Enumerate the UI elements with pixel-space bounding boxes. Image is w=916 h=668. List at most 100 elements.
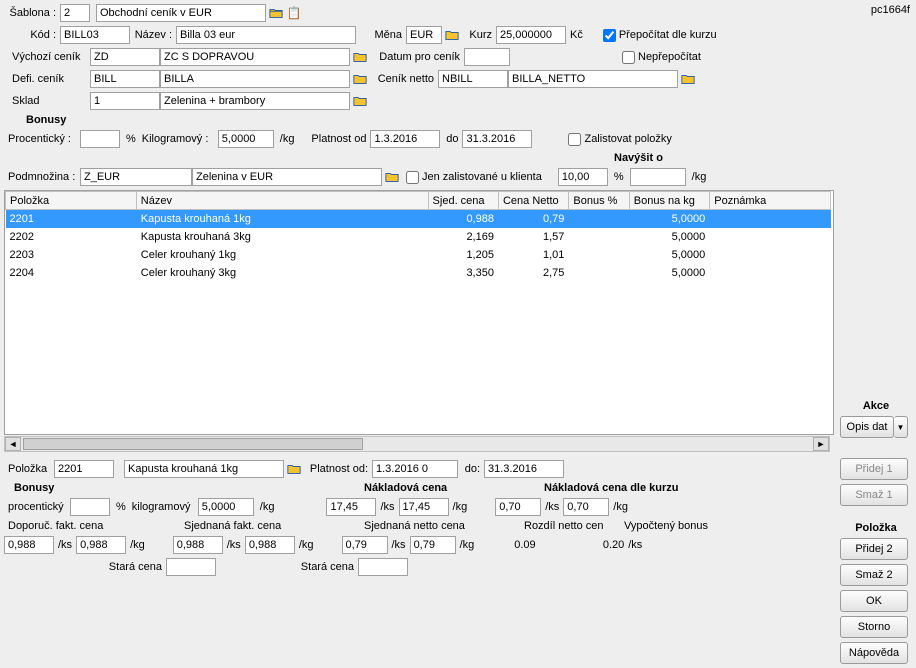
nakl-kg-input[interactable] [399, 498, 449, 516]
mena-label: Měna [356, 29, 406, 41]
vypoc-unit: /ks [624, 539, 646, 551]
column-header[interactable]: Sjed. cena [428, 192, 498, 210]
detail-polozka-input[interactable] [54, 460, 114, 478]
platnost-do-input[interactable] [462, 130, 532, 148]
defi-name-input[interactable] [160, 70, 350, 88]
navysit-kg-input[interactable] [630, 168, 686, 186]
nakl-ks-input[interactable] [326, 498, 376, 516]
column-header[interactable]: Bonus % [569, 192, 629, 210]
column-header[interactable]: Poznámka [710, 192, 831, 210]
detail-platdo-label: do: [458, 463, 484, 475]
folder-icon[interactable] [286, 461, 302, 477]
sablona-label: Šablona : [4, 7, 60, 19]
napoveda-button[interactable]: Nápověda [840, 642, 908, 664]
netto-name-input[interactable] [508, 70, 678, 88]
folder-icon[interactable] [352, 49, 368, 65]
platnost-od-input[interactable] [370, 130, 440, 148]
opis-dat-dropdown[interactable]: ▼ [894, 416, 908, 438]
stara2-input[interactable] [358, 558, 408, 576]
nakl-kurz-ks-input[interactable] [495, 498, 541, 516]
column-header[interactable]: Bonus na kg [629, 192, 709, 210]
detail-polozka-name-input[interactable] [124, 460, 284, 478]
stara-input[interactable] [166, 558, 216, 576]
column-header[interactable]: Položka [6, 192, 137, 210]
akce-title: Akce [840, 400, 912, 412]
horizontal-scrollbar[interactable]: ◄ ► [4, 436, 830, 452]
datum-input[interactable] [464, 48, 510, 66]
kg-input[interactable] [218, 130, 274, 148]
detail-platod-label: Platnost od: [302, 463, 372, 475]
platnost-od-label: Platnost od [300, 133, 370, 145]
smaz2-button[interactable]: Smaž 2 [840, 564, 908, 586]
detail-platod-input[interactable] [372, 460, 458, 478]
navysit-kg-unit: /kg [686, 171, 713, 183]
detail-bonusy-title: Bonusy [4, 482, 184, 494]
pridej2-button[interactable]: Přidej 2 [840, 538, 908, 560]
nakl-kg-unit: /kg [449, 501, 472, 513]
sablona-code-input[interactable] [60, 4, 90, 22]
detail-proc-input[interactable] [70, 498, 110, 516]
sjed-kg-input[interactable] [245, 536, 295, 554]
navysit-pct-input[interactable] [558, 168, 608, 186]
netto-ks-unit: /ks [388, 539, 410, 551]
prepocitat-checkbox[interactable] [603, 29, 616, 42]
podmnozina-code-input[interactable] [80, 168, 192, 186]
table-row[interactable]: 2201Kapusta krouhaná 1kg0,9880,795,0000 [6, 210, 831, 228]
podmnozina-name-input[interactable] [192, 168, 382, 186]
table-row[interactable]: 2204Celer krouhaný 3kg3,3502,755,0000 [6, 264, 831, 282]
vychozi-name-input[interactable] [160, 48, 350, 66]
datum-label: Datum pro ceník [368, 51, 464, 63]
items-grid[interactable]: PoložkaNázevSjed. cenaCena NettoBonus %B… [4, 190, 834, 435]
column-header[interactable]: Název [136, 192, 428, 210]
neprepocitat-checkbox[interactable] [622, 51, 635, 64]
doporuc-kg-input[interactable] [76, 536, 126, 554]
netto-kg-input[interactable] [410, 536, 456, 554]
jen-zalist-label: Jen zalistované u klienta [422, 171, 542, 183]
netto-ks-input[interactable] [342, 536, 388, 554]
pridej1-button[interactable]: Přidej 1 [840, 458, 908, 480]
nakl-kurz-kg-input[interactable] [563, 498, 609, 516]
netto-kg-unit: /kg [456, 539, 479, 551]
nakl-kurz-kg-unit: /kg [609, 501, 632, 513]
proc-input[interactable] [80, 130, 120, 148]
navysit-label: Navýšit o [614, 152, 663, 164]
kod-input[interactable] [60, 26, 130, 44]
stara2-label: Stará cena [296, 561, 358, 573]
wizard-icon[interactable]: 📋 [286, 5, 302, 21]
table-row[interactable]: 2202Kapusta krouhaná 3kg2,1691,575,0000 [6, 228, 831, 246]
sjed-ks-input[interactable] [173, 536, 223, 554]
netto-code-input[interactable] [438, 70, 508, 88]
polozka-title: Položka [840, 522, 912, 534]
netto-label: Ceník netto [368, 73, 438, 85]
opis-dat-button[interactable]: Opis dat [840, 416, 894, 438]
ok-button[interactable]: OK [840, 590, 908, 612]
defi-label: Defi. ceník [4, 73, 90, 85]
folder-icon[interactable] [384, 169, 400, 185]
folder-icon[interactable] [268, 5, 284, 21]
detail-kg-input[interactable] [198, 498, 254, 516]
nakl-kurz-title: Nákladová cena dle kurzu [544, 482, 679, 494]
detail-platdo-input[interactable] [484, 460, 564, 478]
jen-zalist-checkbox[interactable] [406, 171, 419, 184]
mena-input[interactable] [406, 26, 442, 44]
smaz1-button[interactable]: Smaž 1 [840, 484, 908, 506]
neprepocitat-label: Nepřepočítat [638, 51, 701, 63]
table-row[interactable]: 2203Celer krouhaný 1kg1,2051,015,0000 [6, 246, 831, 264]
sklad-code-input[interactable] [90, 92, 160, 110]
rozdil-val: 0.09 [514, 539, 574, 551]
sklad-name-input[interactable] [160, 92, 350, 110]
rozdil-label: Rozdíl netto cen [524, 520, 624, 532]
folder-icon[interactable] [352, 71, 368, 87]
folder-icon[interactable] [352, 93, 368, 109]
doporuc-ks-input[interactable] [4, 536, 54, 554]
vychozi-code-input[interactable] [90, 48, 160, 66]
zalistovat-checkbox[interactable] [568, 133, 581, 146]
column-header[interactable]: Cena Netto [498, 192, 568, 210]
nazev-input[interactable] [176, 26, 356, 44]
storno-button[interactable]: Storno [840, 616, 908, 638]
sablona-name-input[interactable] [96, 4, 266, 22]
kurz-input[interactable] [496, 26, 566, 44]
folder-icon[interactable] [444, 27, 460, 43]
defi-code-input[interactable] [90, 70, 160, 88]
folder-icon[interactable] [680, 71, 696, 87]
